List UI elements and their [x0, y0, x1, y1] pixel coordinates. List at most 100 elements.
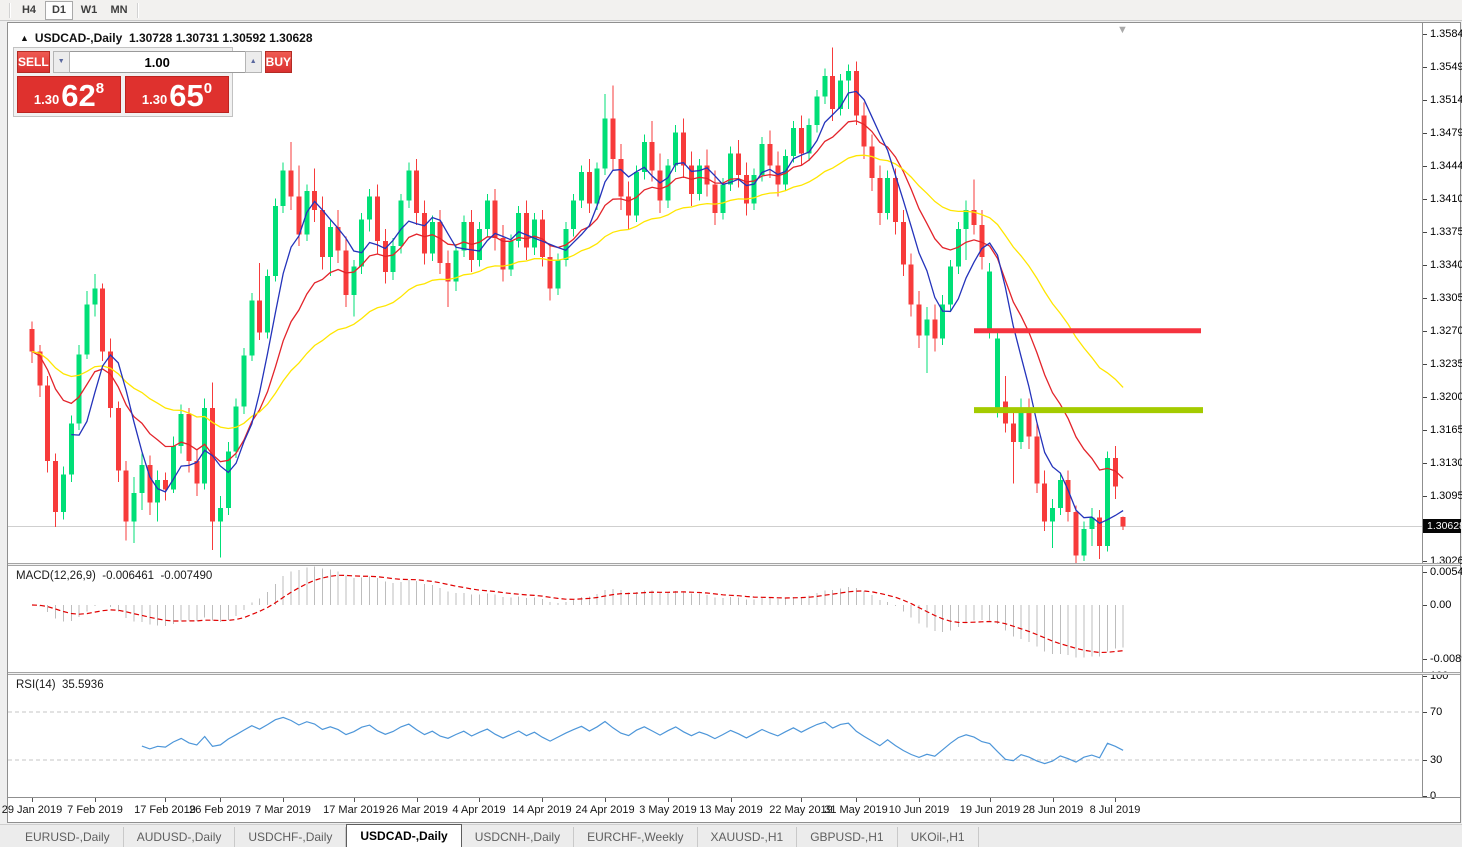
- candle-bearish: [257, 300, 263, 333]
- date-label: 29 Jan 2019: [1, 804, 63, 816]
- volume-decrease-icon[interactable]: ▼: [52, 51, 70, 73]
- sell-price-pip: 8: [95, 80, 105, 97]
- candle-bearish: [971, 209, 977, 226]
- date-tick: [1053, 798, 1054, 802]
- candle-bearish: [743, 174, 749, 204]
- price-chart[interactable]: 29 Jan 2019 7 Feb 2019 17 Feb 2019 26 Feb 2…: [2, 23, 1422, 822]
- sell-price-box[interactable]: 1.30 62 8: [17, 76, 121, 113]
- pane-splitter[interactable]: [8, 672, 1460, 675]
- chart-tab-bar: EURUSD-,Daily AUDUSD-,Daily USDCHF-,Dail…: [0, 824, 1462, 847]
- tab-usdcnh-daily[interactable]: USDCNH-,Daily: [462, 827, 575, 847]
- candle-bullish: [571, 200, 577, 229]
- tab-xauusd-h1[interactable]: XAUUSD-,H1: [698, 827, 798, 847]
- pane-splitter[interactable]: [8, 563, 1460, 566]
- sell-price-prefix: 1.30: [33, 92, 60, 107]
- candle-bullish: [351, 266, 357, 295]
- candle-bullish: [845, 71, 851, 81]
- candle-bullish: [728, 153, 734, 185]
- candle-bullish: [516, 212, 522, 242]
- date-tick: [354, 798, 355, 802]
- period-button-w1[interactable]: W1: [80, 3, 98, 16]
- date-tick: [990, 798, 991, 802]
- panel-collapse-icon[interactable]: ▲: [20, 33, 29, 43]
- candle-bearish: [736, 153, 741, 175]
- macd-name: MACD(12,26,9): [16, 570, 96, 582]
- candle-bullish: [233, 406, 239, 452]
- candle-bearish: [1065, 479, 1071, 513]
- price-scale[interactable]: 1.35840 1.35490 1.35140 1.34790 1.34440 1.341…: [1422, 23, 1462, 802]
- candle-bearish: [108, 351, 113, 409]
- toolbar-separator: [9, 2, 11, 18]
- buy-price-pip: 0: [203, 80, 213, 97]
- candle-bearish: [422, 212, 427, 254]
- date-tick: [605, 798, 606, 802]
- current-price-tag: 1.30628: [1423, 519, 1462, 533]
- quote-open: 1.30728: [128, 31, 173, 45]
- moving-average-slow: [31, 154, 1124, 430]
- tab-audusd-daily[interactable]: AUDUSD-,Daily: [124, 827, 236, 847]
- tab-usdchf-daily[interactable]: USDCHF-,Daily: [235, 827, 347, 847]
- sell-price-big: 62: [61, 78, 96, 113]
- candle-bullish: [720, 184, 726, 213]
- main-price-pane[interactable]: [8, 23, 1422, 563]
- date-label: 31 May 2019: [824, 804, 888, 816]
- date-tick: [220, 798, 221, 802]
- candle-bullish: [751, 174, 757, 204]
- volume-input[interactable]: [69, 51, 245, 73]
- candle-bearish: [162, 479, 168, 490]
- candle-bullish: [139, 464, 145, 494]
- candle-bearish: [1112, 458, 1118, 487]
- rsi-canvas: [8, 711, 1422, 765]
- tab-ukoil-h1[interactable]: UKOil-,H1: [898, 827, 979, 847]
- buy-price-big: 65: [169, 78, 204, 113]
- date-label: 26 Feb 2019: [189, 804, 251, 816]
- tab-eurchf-weekly[interactable]: EURCHF-,Weekly: [574, 827, 698, 847]
- rsi-tick: 70: [1423, 706, 1442, 718]
- candle-bearish: [100, 288, 106, 352]
- rsi-pane[interactable]: [8, 675, 1422, 797]
- macd-pane[interactable]: [8, 566, 1422, 672]
- candle-bullish: [272, 206, 278, 277]
- buy-price-box[interactable]: 1.30 65 0: [125, 76, 229, 113]
- sell-button[interactable]: SELL: [17, 51, 50, 73]
- candle-bullish: [249, 300, 255, 356]
- candle-bearish: [704, 165, 710, 185]
- buy-button[interactable]: BUY: [264, 51, 293, 73]
- candle-bullish: [327, 226, 333, 258]
- tab-eurusd-daily[interactable]: EURUSD-,Daily: [12, 827, 124, 847]
- candle-bearish: [900, 222, 906, 265]
- macd-signal-line: [31, 574, 1124, 654]
- quote-close: 1.30628: [269, 31, 313, 45]
- date-tick: [542, 798, 543, 802]
- date-axis[interactable]: 29 Jan 2019 7 Feb 2019 17 Feb 2019 26 Feb 2…: [2, 798, 1422, 822]
- candle-bullish: [759, 143, 765, 175]
- candle-bearish: [147, 464, 153, 503]
- candle-bullish: [594, 168, 600, 204]
- date-tick: [283, 798, 284, 802]
- candle-bearish: [123, 470, 129, 522]
- candle-bearish: [288, 170, 294, 197]
- candle-bullish: [814, 96, 820, 125]
- candle-bearish: [908, 264, 914, 305]
- candle-bearish: [979, 225, 985, 258]
- candle-bearish: [319, 209, 325, 258]
- candle-bearish: [649, 141, 655, 171]
- volume-increase-icon[interactable]: ▲: [244, 51, 262, 73]
- rsi-tick: 30: [1423, 754, 1442, 766]
- period-button-d1[interactable]: D1: [45, 0, 73, 20]
- price-tick: 1.34440: [1423, 160, 1462, 172]
- chart-shift-marker-icon[interactable]: ▼: [1117, 24, 1128, 36]
- date-label: 22 May 2019: [769, 804, 833, 816]
- tab-usdcad-daily[interactable]: USDCAD-,Daily: [346, 824, 462, 847]
- tab-gbpusd-h1[interactable]: GBPUSD-,H1: [797, 827, 898, 847]
- date-label: 17 Feb 2019: [134, 804, 196, 816]
- rsi-name: RSI(14): [16, 679, 56, 691]
- candle-bearish: [547, 257, 553, 289]
- period-button-h4[interactable]: H4: [21, 3, 37, 16]
- macd-tick: 0.00: [1423, 599, 1451, 611]
- candle-bullish: [602, 118, 608, 169]
- period-button-mn[interactable]: MN: [110, 3, 128, 16]
- candle-bearish: [1026, 408, 1032, 437]
- candle-bullish: [84, 304, 90, 355]
- toolbar-separator: [137, 2, 139, 18]
